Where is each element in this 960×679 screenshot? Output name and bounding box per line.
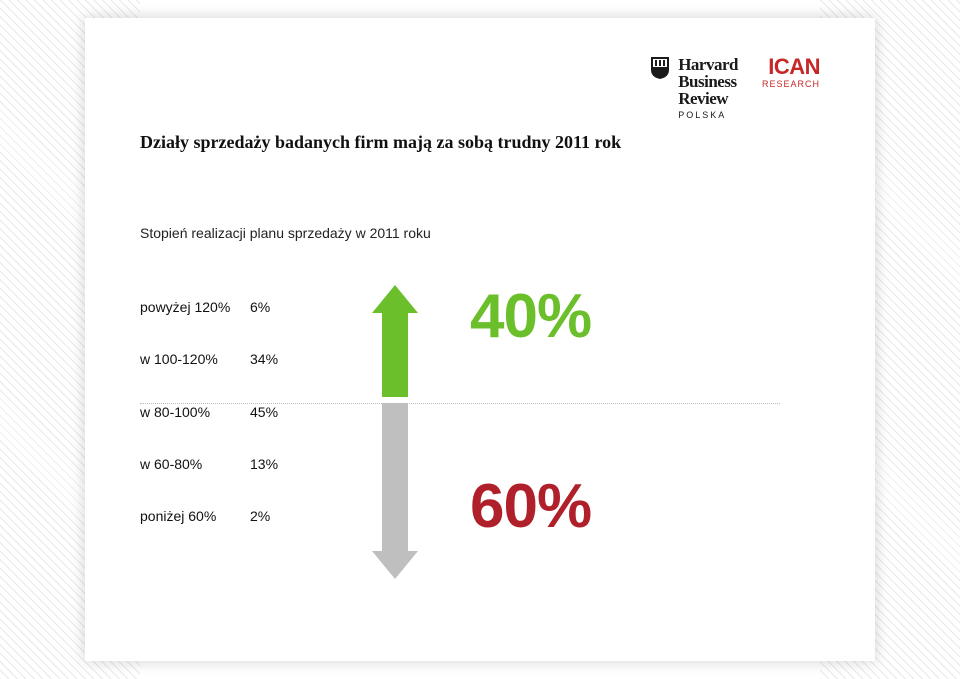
row-value: 13% [250, 456, 278, 472]
hbr-line1: Harvard [678, 56, 738, 73]
arrow-up-icon [372, 285, 418, 397]
hbr-sub: POLSKA [678, 111, 738, 120]
summary-up: 40% [470, 281, 591, 352]
row-label: powyżej 120% [140, 299, 250, 315]
hbr-line3: Review [678, 90, 738, 107]
hbr-text: Harvard Business Review POLSKA [678, 56, 738, 120]
page-subtitle: Stopień realizacji planu sprzedaży w 201… [140, 225, 820, 241]
ican-logo: ICAN RESEARCH [762, 56, 820, 89]
chart-area: powyżej 120% 6% w 100-120% 34% w 80-100%… [140, 299, 820, 599]
row-label: w 100-120% [140, 351, 250, 367]
hbr-line2: Business [678, 73, 738, 90]
data-row: w 60-80% 13% [140, 456, 780, 508]
hbr-logo: Harvard Business Review POLSKA [650, 56, 738, 120]
page-title: Działy sprzedaży badanych firm mają za s… [140, 132, 820, 153]
summary-down: 60% [470, 471, 591, 542]
content-card: Harvard Business Review POLSKA ICAN RESE… [85, 18, 875, 661]
logo-bar: Harvard Business Review POLSKA ICAN RESE… [650, 56, 820, 120]
row-value: 2% [250, 508, 270, 524]
shield-icon [650, 56, 670, 80]
ican-sub: RESEARCH [762, 80, 820, 89]
row-label: w 60-80% [140, 456, 250, 472]
data-rows: powyżej 120% 6% w 100-120% 34% w 80-100%… [140, 299, 780, 560]
data-row: w 100-120% 34% [140, 351, 780, 403]
data-row: w 80-100% 45% [140, 404, 780, 456]
row-value: 45% [250, 404, 278, 420]
ican-brand: ICAN [768, 56, 820, 78]
arrow-down-icon [372, 403, 418, 579]
row-label: w 80-100% [140, 404, 250, 420]
row-value: 6% [250, 299, 270, 315]
arrows-svg [360, 285, 430, 585]
data-row: powyżej 120% 6% [140, 299, 780, 351]
row-value: 34% [250, 351, 278, 367]
row-label: poniżej 60% [140, 508, 250, 524]
data-row: poniżej 60% 2% [140, 508, 780, 560]
